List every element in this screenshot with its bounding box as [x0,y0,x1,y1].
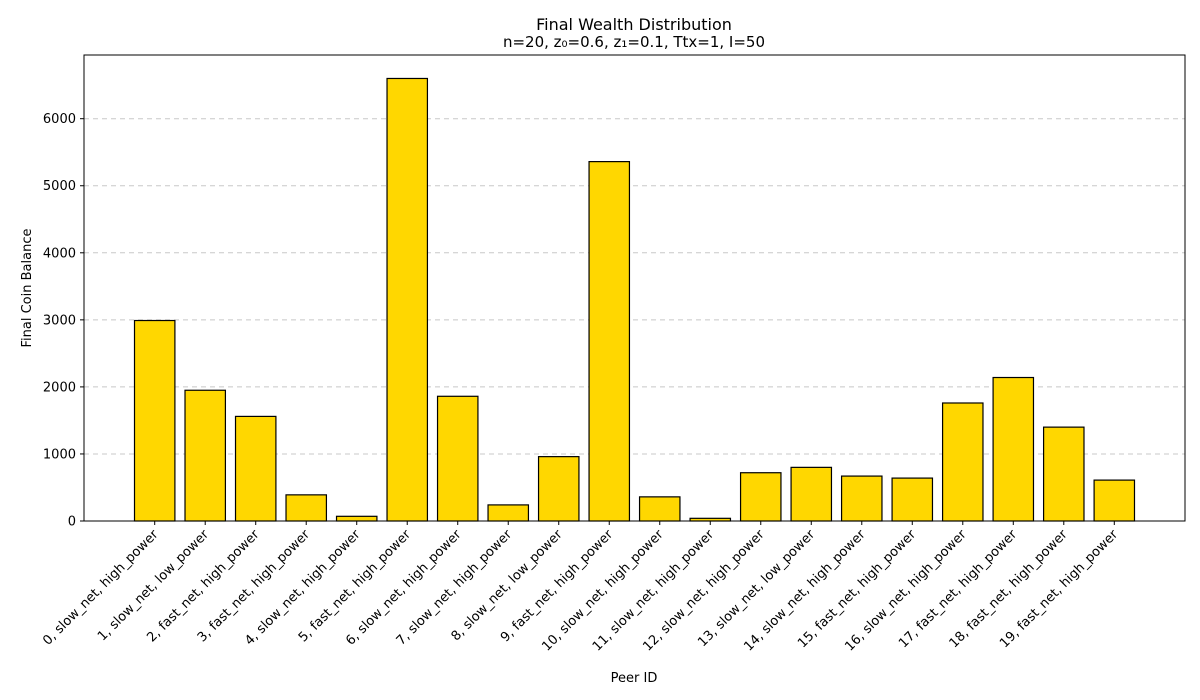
bar-peer-2 [234,415,277,522]
y-tick-label: 1000 [43,447,76,462]
bar-peer-17 [992,376,1035,522]
bar-peer-14 [840,475,883,522]
bar-peer-15 [891,477,934,522]
bar-peer-13 [790,466,833,522]
y-tick-label: 2000 [43,380,76,395]
bar-peer-7 [487,504,530,522]
y-axis-label: Final Coin Balance [20,229,35,348]
bar-peer-12 [739,472,782,522]
bar-peer-1 [184,389,227,522]
plot-frame [83,54,1186,522]
y-tick-label: 4000 [43,246,76,261]
y-tick-label: 5000 [43,179,76,194]
bar-peer-5 [386,77,429,522]
bar-peer-18 [1042,426,1085,522]
bar-peer-16 [941,402,984,522]
y-axis: 0 1000 2000 3000 4000 5000 6000 [43,112,84,530]
bar-peer-9 [588,161,631,522]
bar-peer-3 [285,494,328,522]
grid-lines [84,118,1185,455]
bar-peer-0 [133,319,176,522]
bar-peer-4 [335,515,378,522]
bar-peer-8 [537,456,580,522]
y-tick-label: 0 [68,515,76,530]
x-axis-label: Peer ID [611,671,658,686]
bar-peer-10 [638,496,681,522]
y-tick-label: 6000 [43,112,76,127]
bar-peer-6 [436,395,479,522]
bar-peer-19 [1093,479,1136,522]
chart-title: Final Wealth Distribution [536,15,732,34]
y-tick-label: 3000 [43,313,76,328]
chart-subtitle: n=20, z₀=0.6, z₁=0.1, Ttx=1, I=50 [503,33,765,51]
bars [133,77,1136,522]
